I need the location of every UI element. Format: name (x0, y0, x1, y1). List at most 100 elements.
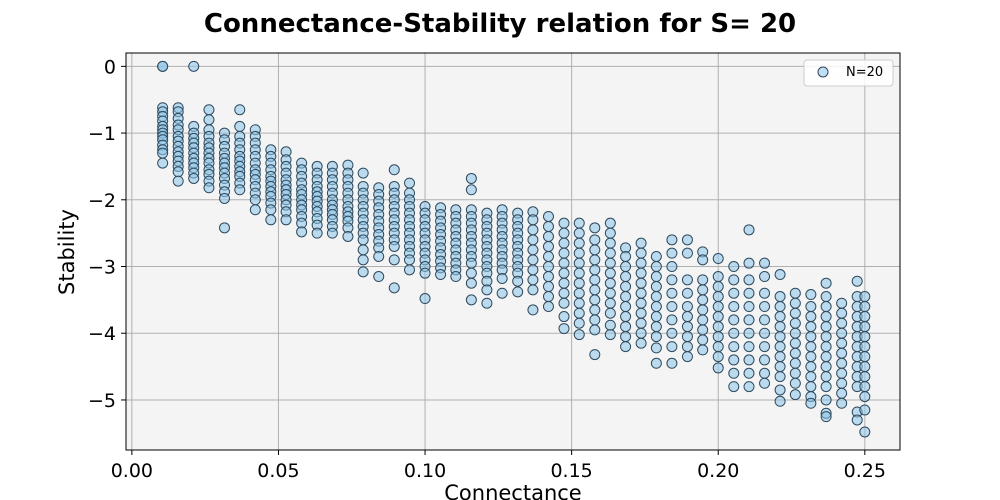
data-point (820, 341, 832, 353)
data-point (604, 277, 616, 289)
x-axis-label: Connectance (444, 481, 581, 500)
data-point (542, 220, 554, 232)
data-point (558, 267, 570, 279)
data-point (712, 351, 724, 363)
data-point (728, 327, 740, 339)
data-point (836, 367, 848, 379)
legend-box (803, 59, 894, 87)
data-point (712, 301, 724, 313)
data-point (859, 426, 871, 438)
data-point (465, 172, 477, 184)
data-point (681, 311, 693, 323)
data-point (573, 247, 585, 259)
data-point (188, 60, 200, 72)
data-point (589, 244, 601, 256)
data-point (805, 381, 817, 393)
data-point (435, 269, 447, 281)
data-point (774, 269, 786, 281)
data-point (604, 247, 616, 259)
data-point (820, 361, 832, 373)
data-point (172, 166, 184, 178)
data-point (527, 284, 539, 296)
data-point (388, 254, 400, 266)
data-point (589, 254, 601, 266)
data-point (820, 277, 832, 289)
data-point (620, 271, 632, 283)
data-point (789, 287, 801, 299)
data-point (465, 184, 477, 196)
x-tick-label: 0.25 (844, 460, 886, 482)
legend: N=20 (803, 59, 894, 87)
data-point (620, 341, 632, 353)
data-point (743, 341, 755, 353)
data-point (604, 227, 616, 239)
data-point (712, 311, 724, 323)
data-point (759, 354, 771, 366)
data-point (851, 414, 863, 426)
data-point (157, 157, 169, 169)
data-point (859, 404, 871, 416)
x-tick-label: 0.10 (404, 460, 446, 482)
data-point (759, 341, 771, 353)
data-point (805, 371, 817, 383)
data-point (666, 234, 678, 246)
data-point (759, 314, 771, 326)
x-axis-ticks: 0.00 0.05 0.10 0.15 0.20 0.25 (111, 450, 886, 482)
data-point (573, 329, 585, 341)
data-point (666, 314, 678, 326)
data-point (805, 331, 817, 343)
y-tick-label: −2 (88, 190, 116, 212)
data-point (650, 357, 662, 369)
data-point (759, 287, 771, 299)
data-point (820, 291, 832, 303)
data-point (681, 247, 693, 259)
data-point (558, 227, 570, 239)
data-point (666, 327, 678, 339)
data-point (265, 214, 277, 226)
data-point (635, 327, 647, 339)
data-point (589, 234, 601, 246)
data-point (697, 274, 709, 286)
data-point (527, 274, 539, 286)
legend-marker (817, 66, 829, 78)
data-point (357, 254, 369, 266)
data-point (342, 230, 354, 242)
data-point (573, 307, 585, 319)
data-point (465, 277, 477, 289)
data-point (697, 304, 709, 316)
data-point (635, 247, 647, 259)
data-point (589, 314, 601, 326)
data-point (743, 287, 755, 299)
data-points (157, 60, 871, 438)
data-point (836, 377, 848, 389)
data-point (820, 381, 832, 393)
data-point (805, 321, 817, 333)
data-point (743, 381, 755, 393)
data-point (759, 377, 771, 389)
data-point (620, 331, 632, 343)
data-point (527, 214, 539, 226)
data-point (203, 182, 215, 194)
y-tick-label: −1 (88, 123, 116, 145)
data-point (419, 267, 431, 279)
data-point (759, 367, 771, 379)
x-tick-label: 0.20 (697, 460, 739, 482)
data-point (728, 314, 740, 326)
data-point (481, 297, 493, 309)
data-point (542, 271, 554, 283)
data-point (635, 307, 647, 319)
data-point (859, 351, 871, 363)
data-point (650, 331, 662, 343)
data-point (357, 167, 369, 179)
data-point (620, 251, 632, 263)
data-point (635, 237, 647, 249)
data-point (558, 237, 570, 249)
data-point (789, 337, 801, 349)
data-point (728, 354, 740, 366)
data-point (527, 264, 539, 276)
data-point (836, 327, 848, 339)
data-point (527, 224, 539, 236)
data-point (743, 354, 755, 366)
y-tick-label: −4 (88, 323, 116, 345)
